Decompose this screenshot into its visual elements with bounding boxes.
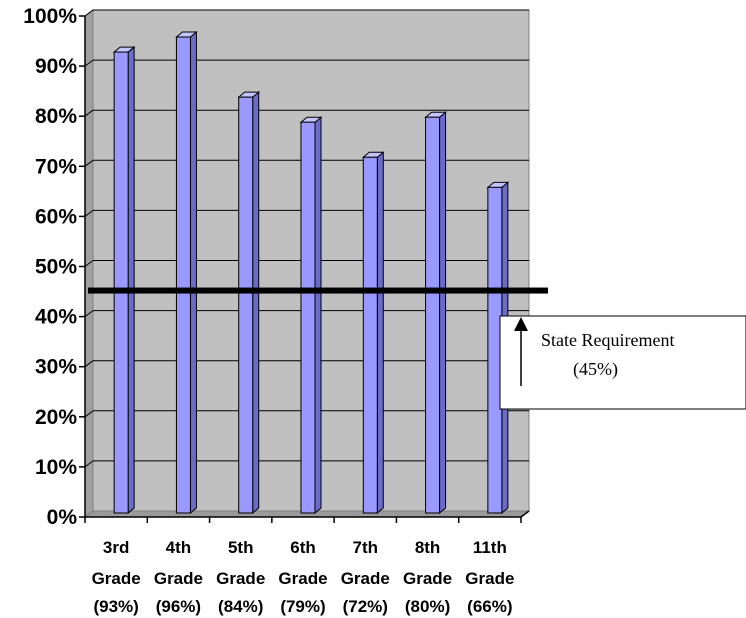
y-tick-label: 10% xyxy=(35,456,77,479)
x-axis-depth xyxy=(520,510,530,518)
y-tick-label: 30% xyxy=(35,356,77,379)
gridline-side xyxy=(84,109,94,117)
gridline-side xyxy=(84,410,94,418)
x-category-line1: 11th xyxy=(473,538,507,557)
bar-front xyxy=(238,96,254,514)
annotation-box xyxy=(499,315,746,410)
x-category-line2: Grade xyxy=(154,569,203,588)
bar xyxy=(486,181,510,515)
bars xyxy=(112,30,510,515)
bar-side xyxy=(439,111,447,515)
gridline-side xyxy=(84,460,94,468)
x-axis-category-labels: 3rd Grade (93%) 4th Grade (96%) 5th Grade (84%) 6… xyxy=(92,538,515,616)
gridline-side xyxy=(84,260,94,267)
gridline-side xyxy=(84,310,94,318)
x-category-line2: Grade xyxy=(465,569,514,588)
bar-side xyxy=(127,46,135,515)
bar xyxy=(112,46,136,515)
gridline-side xyxy=(84,159,94,167)
x-category-line3: (84%) xyxy=(218,597,263,616)
x-category-line1: 8th xyxy=(415,538,441,557)
x-category-line3: (79%) xyxy=(280,597,325,616)
x-category-line1: 7th xyxy=(353,538,379,557)
x-category-line1: 6th xyxy=(290,538,316,557)
bar-front xyxy=(362,156,378,514)
bar xyxy=(237,91,261,515)
bar-side xyxy=(252,91,260,515)
y-tick-label: 40% xyxy=(35,306,77,329)
bar-front xyxy=(300,121,316,514)
gridline-side xyxy=(84,9,94,17)
bar-side xyxy=(376,151,384,515)
bar xyxy=(299,116,323,515)
gridline-side xyxy=(84,360,94,368)
y-tick-label: 60% xyxy=(35,205,77,228)
x-category-line3: (66%) xyxy=(467,597,512,616)
annotation-arrow-head xyxy=(514,317,528,331)
x-category-line3: (96%) xyxy=(156,597,201,616)
bar xyxy=(361,151,385,515)
bar xyxy=(175,30,198,515)
x-category-line3: (80%) xyxy=(405,597,450,616)
x-category-line3: (72%) xyxy=(343,597,388,616)
x-category-line2: Grade xyxy=(341,569,390,588)
y-tick-label: 70% xyxy=(35,155,77,178)
y-tick-label: 0% xyxy=(47,506,78,529)
x-category-line2: Grade xyxy=(403,569,452,588)
bar-side xyxy=(189,30,197,515)
bar xyxy=(424,111,447,515)
y-tick-label: 90% xyxy=(35,55,77,78)
gridline-side xyxy=(84,59,94,67)
y-tick-label: 80% xyxy=(35,105,77,128)
bar-front xyxy=(175,36,191,514)
x-category-line1: 4th xyxy=(166,538,192,557)
x-category-line2: Grade xyxy=(278,569,327,588)
gridline-side xyxy=(84,209,94,217)
bar-front xyxy=(113,51,129,514)
x-category-line2: Grade xyxy=(216,569,265,588)
x-category-line1: 3rd xyxy=(103,538,129,557)
reference-line-group: State Requirement (45%) xyxy=(88,287,746,410)
bar-front xyxy=(425,116,441,514)
reference-line xyxy=(88,287,548,294)
x-category-line1: 5th xyxy=(228,538,254,557)
annotation-label-line2: (45%) xyxy=(573,359,618,380)
x-category-line2: Grade xyxy=(92,569,141,588)
y-axis-tick-labels: 0% 10% 20% 30% 40% 50% 60% 70% 80% 90% 100% xyxy=(23,5,77,529)
y-tick-label: 50% xyxy=(35,256,77,279)
bar-side xyxy=(314,116,322,515)
annotation-label-line1: State Requirement xyxy=(541,330,674,350)
y-tick-label: 100% xyxy=(23,5,77,28)
x-category-line3: (93%) xyxy=(93,597,138,616)
y-tick-label: 20% xyxy=(35,406,77,429)
